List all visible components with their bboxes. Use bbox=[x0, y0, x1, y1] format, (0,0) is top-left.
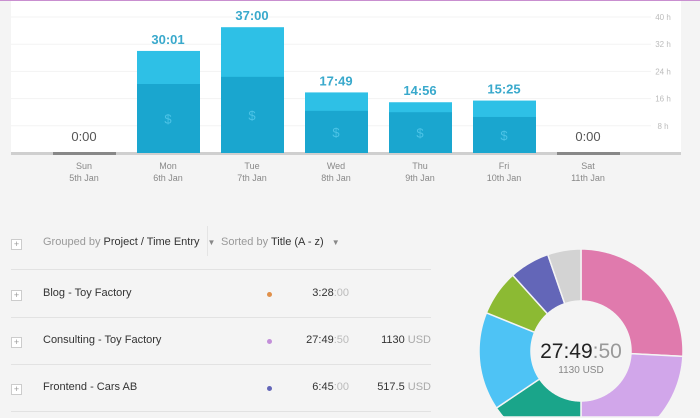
dollar-icon: $ bbox=[500, 128, 508, 143]
divider bbox=[207, 226, 208, 256]
x-date-label: 10th Jan bbox=[487, 173, 522, 183]
caret-down-icon: ▼ bbox=[207, 238, 216, 247]
weekly-bar-chart: 8 h 16 h 24 h 32 h 40 h 0:00 Sun 5th Jan $30:01 M… bbox=[11, 1, 681, 183]
amount: 517.5 USD bbox=[377, 381, 431, 393]
donut-chart: 27:49:50 1130 USD bbox=[478, 248, 684, 418]
table-row[interactable]: Blog - Toy Factory 3:28:00 bbox=[1, 284, 441, 304]
expand-row-button[interactable]: + bbox=[11, 290, 22, 301]
donut-total-time: 27:49:50 bbox=[540, 340, 622, 363]
bar-total-label: 17:49 bbox=[319, 73, 352, 88]
dollar-icon: $ bbox=[248, 108, 256, 123]
table-row[interactable]: Consulting - Toy Factory 27:49:50 1130 U… bbox=[1, 331, 441, 351]
amount: 1130 USD bbox=[381, 334, 431, 346]
bar-total-label: 37:00 bbox=[235, 8, 268, 23]
divider bbox=[11, 317, 431, 318]
expand-all-button[interactable]: + bbox=[11, 239, 22, 250]
duration: 27:49:50 bbox=[306, 334, 349, 346]
y-tick-label: 16 h bbox=[655, 95, 671, 104]
bar-total-label: 30:01 bbox=[151, 32, 184, 47]
bar-billable[interactable] bbox=[137, 83, 200, 153]
table-row[interactable]: Frontend - Cars AB 6:45:00 517.5 USD bbox=[1, 378, 441, 398]
y-tick-label: 8 h bbox=[657, 122, 668, 131]
y-tick-label: 32 h bbox=[655, 40, 671, 49]
x-axis bbox=[11, 152, 681, 155]
x-date-label: 8th Jan bbox=[321, 173, 351, 183]
x-day-label: Mon bbox=[159, 161, 177, 171]
bar-zero bbox=[53, 152, 116, 155]
divider bbox=[11, 411, 431, 412]
x-date-label: 9th Jan bbox=[405, 173, 435, 183]
y-tick-label: 24 h bbox=[655, 67, 671, 76]
bar-zero bbox=[557, 152, 620, 155]
bar-billable[interactable] bbox=[221, 76, 284, 153]
sort-by-dropdown[interactable]: Sorted by Title (A - z) ▼ bbox=[221, 236, 340, 248]
dollar-icon: $ bbox=[332, 125, 340, 140]
expand-row-button[interactable]: + bbox=[11, 337, 22, 348]
project-name: Consulting - Toy Factory bbox=[43, 334, 162, 346]
x-day-label: Thu bbox=[412, 161, 428, 171]
donut-total-amount: 1130 USD bbox=[558, 365, 603, 376]
x-day-label: Tue bbox=[244, 161, 259, 171]
duration: 6:45:00 bbox=[312, 381, 349, 393]
project-color-dot bbox=[267, 339, 272, 344]
bar-billable[interactable] bbox=[473, 116, 536, 153]
project-name: Frontend - Cars AB bbox=[43, 381, 138, 393]
donut-center bbox=[531, 301, 631, 401]
project-name: Blog - Toy Factory bbox=[43, 287, 132, 299]
project-color-dot bbox=[267, 386, 272, 391]
x-date-label: 5th Jan bbox=[69, 173, 99, 183]
duration: 3:28:00 bbox=[312, 287, 349, 299]
divider bbox=[11, 269, 431, 270]
x-date-label: 7th Jan bbox=[237, 173, 267, 183]
divider bbox=[11, 364, 431, 365]
group-by-dropdown[interactable]: Grouped by Project / Time Entry ▼ bbox=[43, 236, 216, 248]
expand-row-button[interactable]: + bbox=[11, 384, 22, 395]
bar-total-label: 14:56 bbox=[403, 83, 436, 98]
x-date-label: 11th Jan bbox=[571, 173, 605, 183]
x-day-label: Wed bbox=[327, 161, 345, 171]
bar-total-label: 0:00 bbox=[71, 129, 96, 144]
caret-down-icon: ▼ bbox=[331, 238, 340, 247]
bar-billable[interactable] bbox=[305, 110, 368, 153]
dollar-icon: $ bbox=[164, 111, 172, 126]
dollar-icon: $ bbox=[416, 126, 424, 141]
y-tick-label: 40 h bbox=[655, 13, 671, 22]
x-day-label: Fri bbox=[499, 161, 510, 171]
project-color-dot bbox=[267, 292, 272, 297]
bar-total-label: 15:25 bbox=[487, 82, 520, 97]
bar-billable[interactable] bbox=[389, 112, 452, 153]
x-day-label: Sat bbox=[581, 161, 595, 171]
x-date-label: 6th Jan bbox=[153, 173, 183, 183]
x-day-label: Sun bbox=[76, 161, 92, 171]
bar-total-label: 0:00 bbox=[575, 129, 600, 144]
